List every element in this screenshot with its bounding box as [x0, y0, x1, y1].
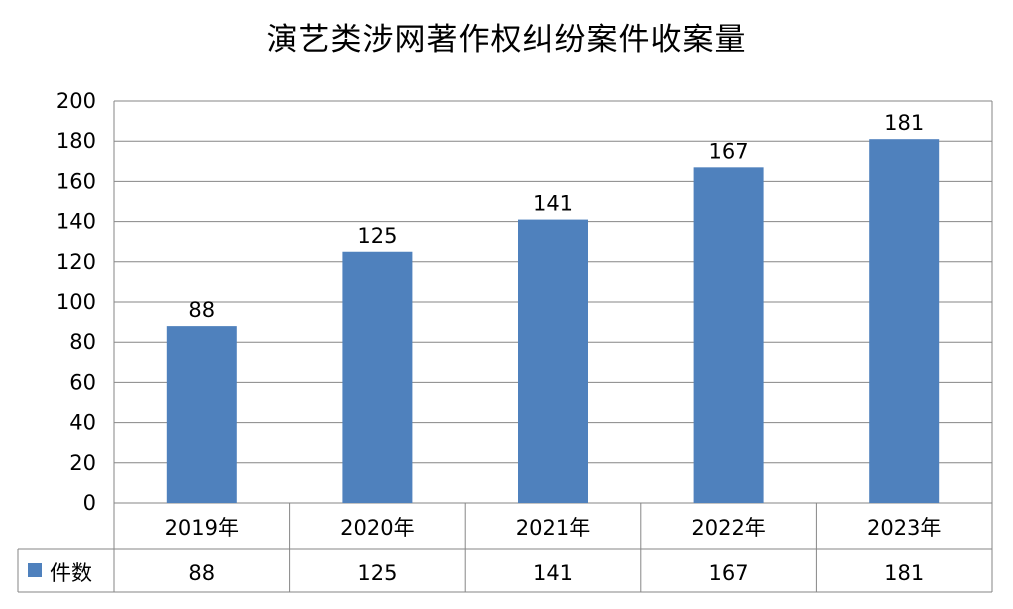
table-value: 141	[533, 561, 573, 585]
bar	[869, 139, 940, 503]
y-tick-label: 200	[56, 89, 96, 113]
x-tick-label: 2019年	[165, 516, 239, 540]
table-value: 125	[357, 561, 397, 585]
y-tick-label: 20	[69, 451, 96, 475]
legend-label: 件数	[50, 561, 92, 585]
table-value: 167	[709, 561, 749, 585]
bar	[166, 326, 237, 503]
y-axis-ticks: 0 20 40 60 80 100 120 140 160 180 200	[56, 89, 96, 515]
y-tick-label: 0	[83, 491, 96, 515]
y-tick-label: 60	[69, 370, 96, 394]
chart-title: 演艺类涉网著作权纠纷案件收案量	[266, 22, 747, 58]
x-tick-label: 2020年	[340, 516, 414, 540]
data-label: 88	[188, 298, 215, 322]
y-tick-label: 120	[56, 250, 96, 274]
x-tick-label: 2023年	[867, 516, 941, 540]
data-label: 181	[884, 111, 924, 135]
data-table: 2019年 88 2020年 125 2021年 141 2022年 167 2023年 181 件…	[17, 503, 992, 593]
bars	[166, 139, 940, 503]
x-tick-label: 2021年	[516, 516, 590, 540]
y-tick-label: 180	[56, 129, 96, 153]
data-label: 167	[709, 139, 749, 163]
data-label: 141	[533, 192, 573, 216]
x-tick-label: 2022年	[691, 516, 765, 540]
table-value: 88	[188, 561, 215, 585]
y-tick-label: 160	[56, 169, 96, 193]
table-value: 181	[884, 561, 924, 585]
y-tick-label: 80	[69, 330, 96, 354]
data-labels: 88 125 141 167 181	[188, 111, 924, 322]
y-tick-label: 40	[69, 411, 96, 435]
bar	[693, 167, 764, 503]
data-label: 125	[357, 224, 397, 248]
bar	[518, 219, 588, 503]
bar	[342, 251, 413, 503]
legend-swatch	[28, 563, 42, 577]
y-tick-label: 140	[56, 210, 96, 234]
y-tick-label: 100	[56, 290, 96, 314]
